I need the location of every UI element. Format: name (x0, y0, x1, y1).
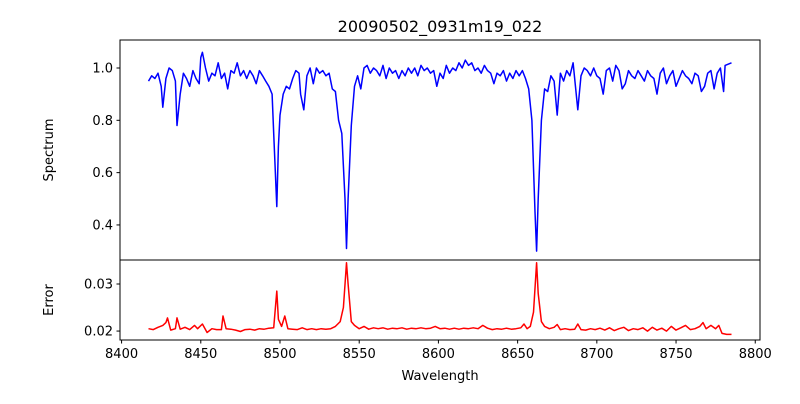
y-tick-label: 0.03 (84, 278, 113, 293)
y-tick-label: 0.02 (84, 325, 113, 340)
x-tick-label: 8650 (501, 347, 534, 362)
y-tick-label: 0.8 (92, 114, 113, 129)
x-tick-label: 8450 (184, 347, 217, 362)
x-tick-label: 8750 (659, 347, 692, 362)
chart-title: 20090502_0931m19_022 (338, 17, 543, 37)
x-tick-label: 8700 (580, 347, 613, 362)
x-axis-label: Wavelength (401, 369, 478, 384)
error-ylabel: Error (42, 284, 57, 316)
spectrum-ylabel: Spectrum (42, 119, 57, 182)
error-series-line (148, 262, 732, 336)
x-tick-label: 8400 (105, 347, 138, 362)
x-tick-label: 8500 (263, 347, 296, 362)
axes-frame (119, 259, 761, 341)
y-tick-label: 0.4 (92, 218, 113, 233)
spectrum-series-line (147, 51, 732, 252)
error-axes: 0.02 0.03 8400 8450 8500 8550 8600 8650 8700 8750… (84, 259, 772, 362)
x-tick-label: 8600 (422, 347, 455, 362)
x-tick-label: 8550 (343, 347, 376, 362)
x-tick-label: 8800 (739, 347, 772, 362)
y-tick-label: 0.6 (92, 166, 113, 181)
y-tick-label: 1.0 (92, 61, 113, 76)
